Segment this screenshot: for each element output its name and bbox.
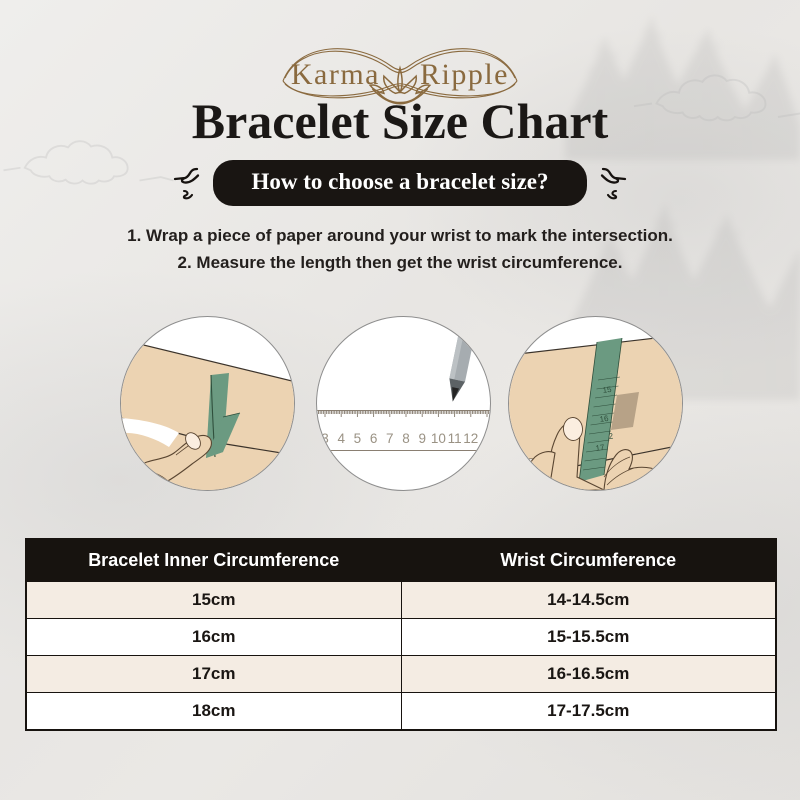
svg-text:8: 8	[402, 431, 410, 446]
svg-text:16: 16	[599, 413, 610, 423]
svg-text:5: 5	[353, 431, 361, 446]
svg-text:15: 15	[602, 384, 613, 394]
svg-text:Karma: Karma	[291, 58, 380, 91]
svg-text:Ripple: Ripple	[420, 58, 509, 91]
svg-text:6: 6	[369, 431, 377, 446]
svg-text:17: 17	[595, 442, 606, 452]
svg-text:11: 11	[447, 431, 461, 446]
svg-text:12: 12	[463, 431, 478, 446]
svg-text:9: 9	[418, 431, 426, 446]
svg-text:10: 10	[430, 431, 445, 446]
svg-text:4: 4	[337, 431, 345, 446]
svg-text:7: 7	[386, 431, 394, 446]
